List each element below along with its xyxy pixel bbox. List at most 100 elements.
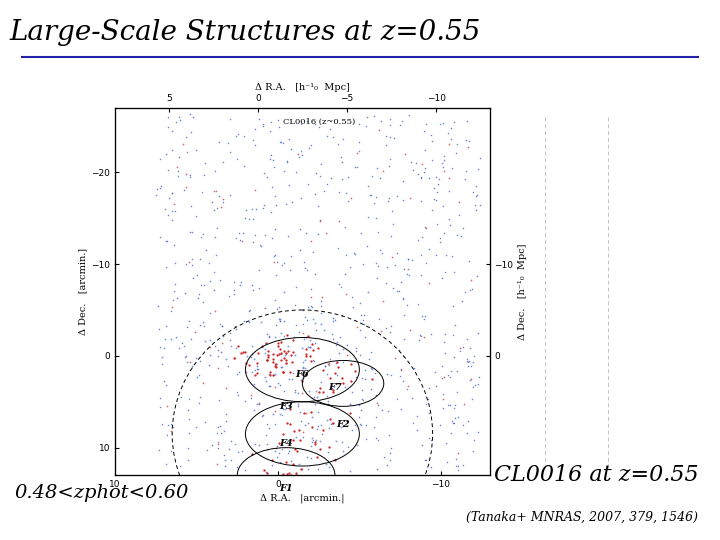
Point	[225, 190, 236, 199]
Point	[219, 462, 230, 470]
Point	[408, 165, 419, 174]
Point	[154, 342, 166, 351]
Point	[290, 168, 302, 177]
Point	[305, 454, 316, 462]
Point	[313, 123, 325, 131]
Point	[299, 312, 310, 321]
Point	[198, 322, 210, 331]
Point	[184, 110, 196, 119]
Point	[161, 237, 173, 245]
Point	[260, 303, 271, 312]
Point	[177, 140, 189, 149]
Point	[235, 278, 247, 287]
Point	[230, 131, 241, 140]
Point	[415, 330, 426, 339]
Point	[233, 391, 244, 400]
Point	[236, 447, 248, 455]
Point	[232, 130, 243, 139]
Point	[276, 261, 287, 269]
Point	[354, 535, 365, 540]
Point	[326, 418, 338, 427]
Point	[150, 191, 162, 199]
Point	[327, 316, 338, 325]
Point	[345, 466, 356, 475]
Point	[261, 339, 272, 347]
Point	[288, 427, 300, 436]
Point	[180, 170, 192, 178]
Point	[464, 357, 475, 366]
Point	[279, 350, 291, 359]
Point	[279, 386, 290, 395]
Point	[336, 282, 347, 291]
Point	[308, 357, 320, 366]
Point	[276, 356, 287, 364]
Text: 0.48<zphot<0.60: 0.48<zphot<0.60	[14, 484, 189, 502]
Point	[243, 318, 255, 327]
Point	[295, 146, 307, 155]
Point	[208, 206, 220, 214]
Point	[194, 398, 205, 407]
Point	[370, 390, 382, 399]
Point	[474, 372, 485, 381]
Point	[443, 173, 454, 182]
Point	[472, 380, 484, 388]
Point	[249, 185, 261, 194]
Point	[468, 352, 480, 360]
Point	[249, 371, 261, 380]
Point	[330, 371, 342, 380]
Point	[280, 458, 292, 467]
Point	[198, 281, 210, 289]
Point	[301, 117, 312, 126]
Point	[166, 303, 178, 312]
Point	[230, 234, 242, 242]
Point	[412, 170, 423, 178]
Point	[300, 409, 312, 417]
Point	[194, 321, 205, 329]
Point	[348, 528, 360, 536]
Point	[441, 457, 452, 466]
Point	[303, 144, 315, 152]
Point	[316, 430, 328, 438]
Point	[153, 324, 165, 333]
Point	[461, 167, 472, 176]
Point	[212, 444, 223, 453]
Point	[190, 354, 202, 362]
Point	[180, 260, 192, 269]
Point	[342, 197, 354, 205]
Point	[354, 413, 365, 421]
Point	[296, 531, 307, 540]
Point	[246, 390, 257, 399]
Point	[299, 408, 310, 417]
Point	[240, 367, 252, 376]
Point	[294, 464, 306, 473]
Point	[246, 350, 258, 359]
Point	[217, 331, 229, 340]
Point	[290, 320, 302, 329]
Point	[171, 163, 183, 171]
Point	[438, 151, 449, 160]
Point	[395, 278, 407, 286]
Point	[277, 368, 289, 377]
Point	[269, 163, 280, 172]
Point	[467, 383, 479, 391]
Point	[356, 386, 367, 395]
Point	[267, 156, 279, 164]
Point	[426, 156, 438, 164]
Point	[322, 392, 333, 400]
Point	[444, 221, 455, 230]
Point	[322, 448, 333, 456]
Point	[382, 197, 394, 205]
Point	[416, 441, 428, 450]
Point	[287, 369, 299, 377]
Point	[235, 235, 246, 244]
Point	[420, 455, 431, 464]
Point	[307, 315, 319, 323]
Point	[225, 148, 236, 157]
Point	[266, 183, 278, 191]
Point	[223, 292, 235, 300]
Point	[315, 301, 327, 310]
Point	[470, 205, 482, 214]
Point	[228, 277, 239, 286]
Point	[261, 444, 273, 453]
Point	[278, 430, 289, 438]
